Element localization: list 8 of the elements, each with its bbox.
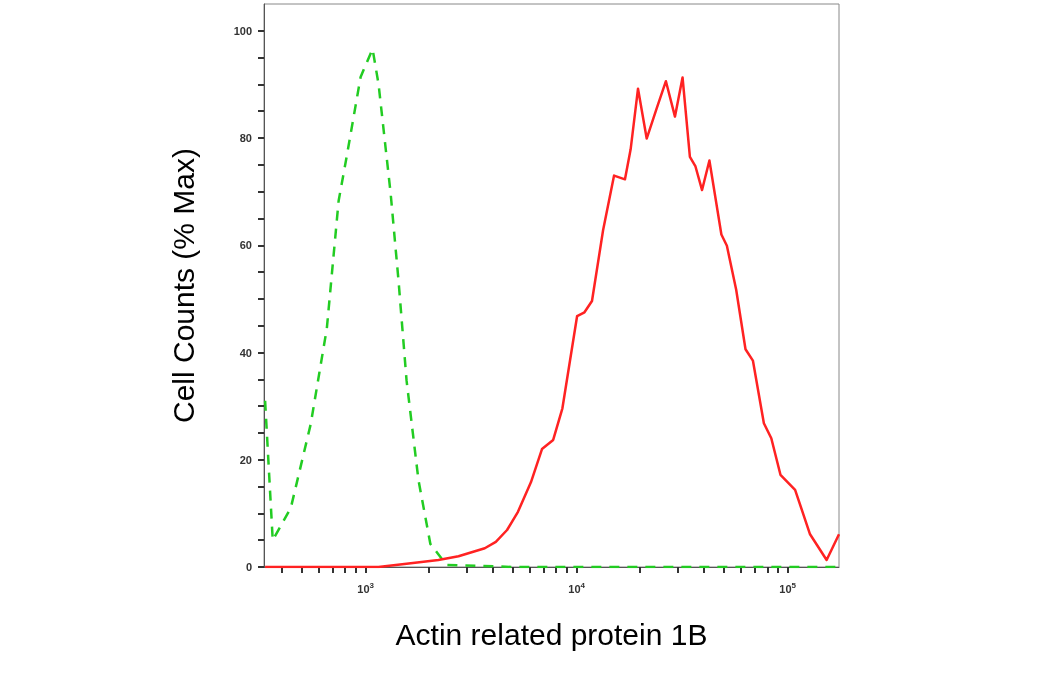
x-axis-title: Actin related protein 1B [395,617,708,651]
y-tick-label: 100 [233,24,252,37]
y-tick-label: 40 [239,346,252,359]
y-tick-label: 20 [239,453,252,466]
y-axis-title: Cell Counts (% Max) [166,147,200,424]
y-tick-label: 0 [245,561,252,573]
y-tick-label: 60 [239,239,252,252]
y-tick-label: 80 [239,132,252,145]
